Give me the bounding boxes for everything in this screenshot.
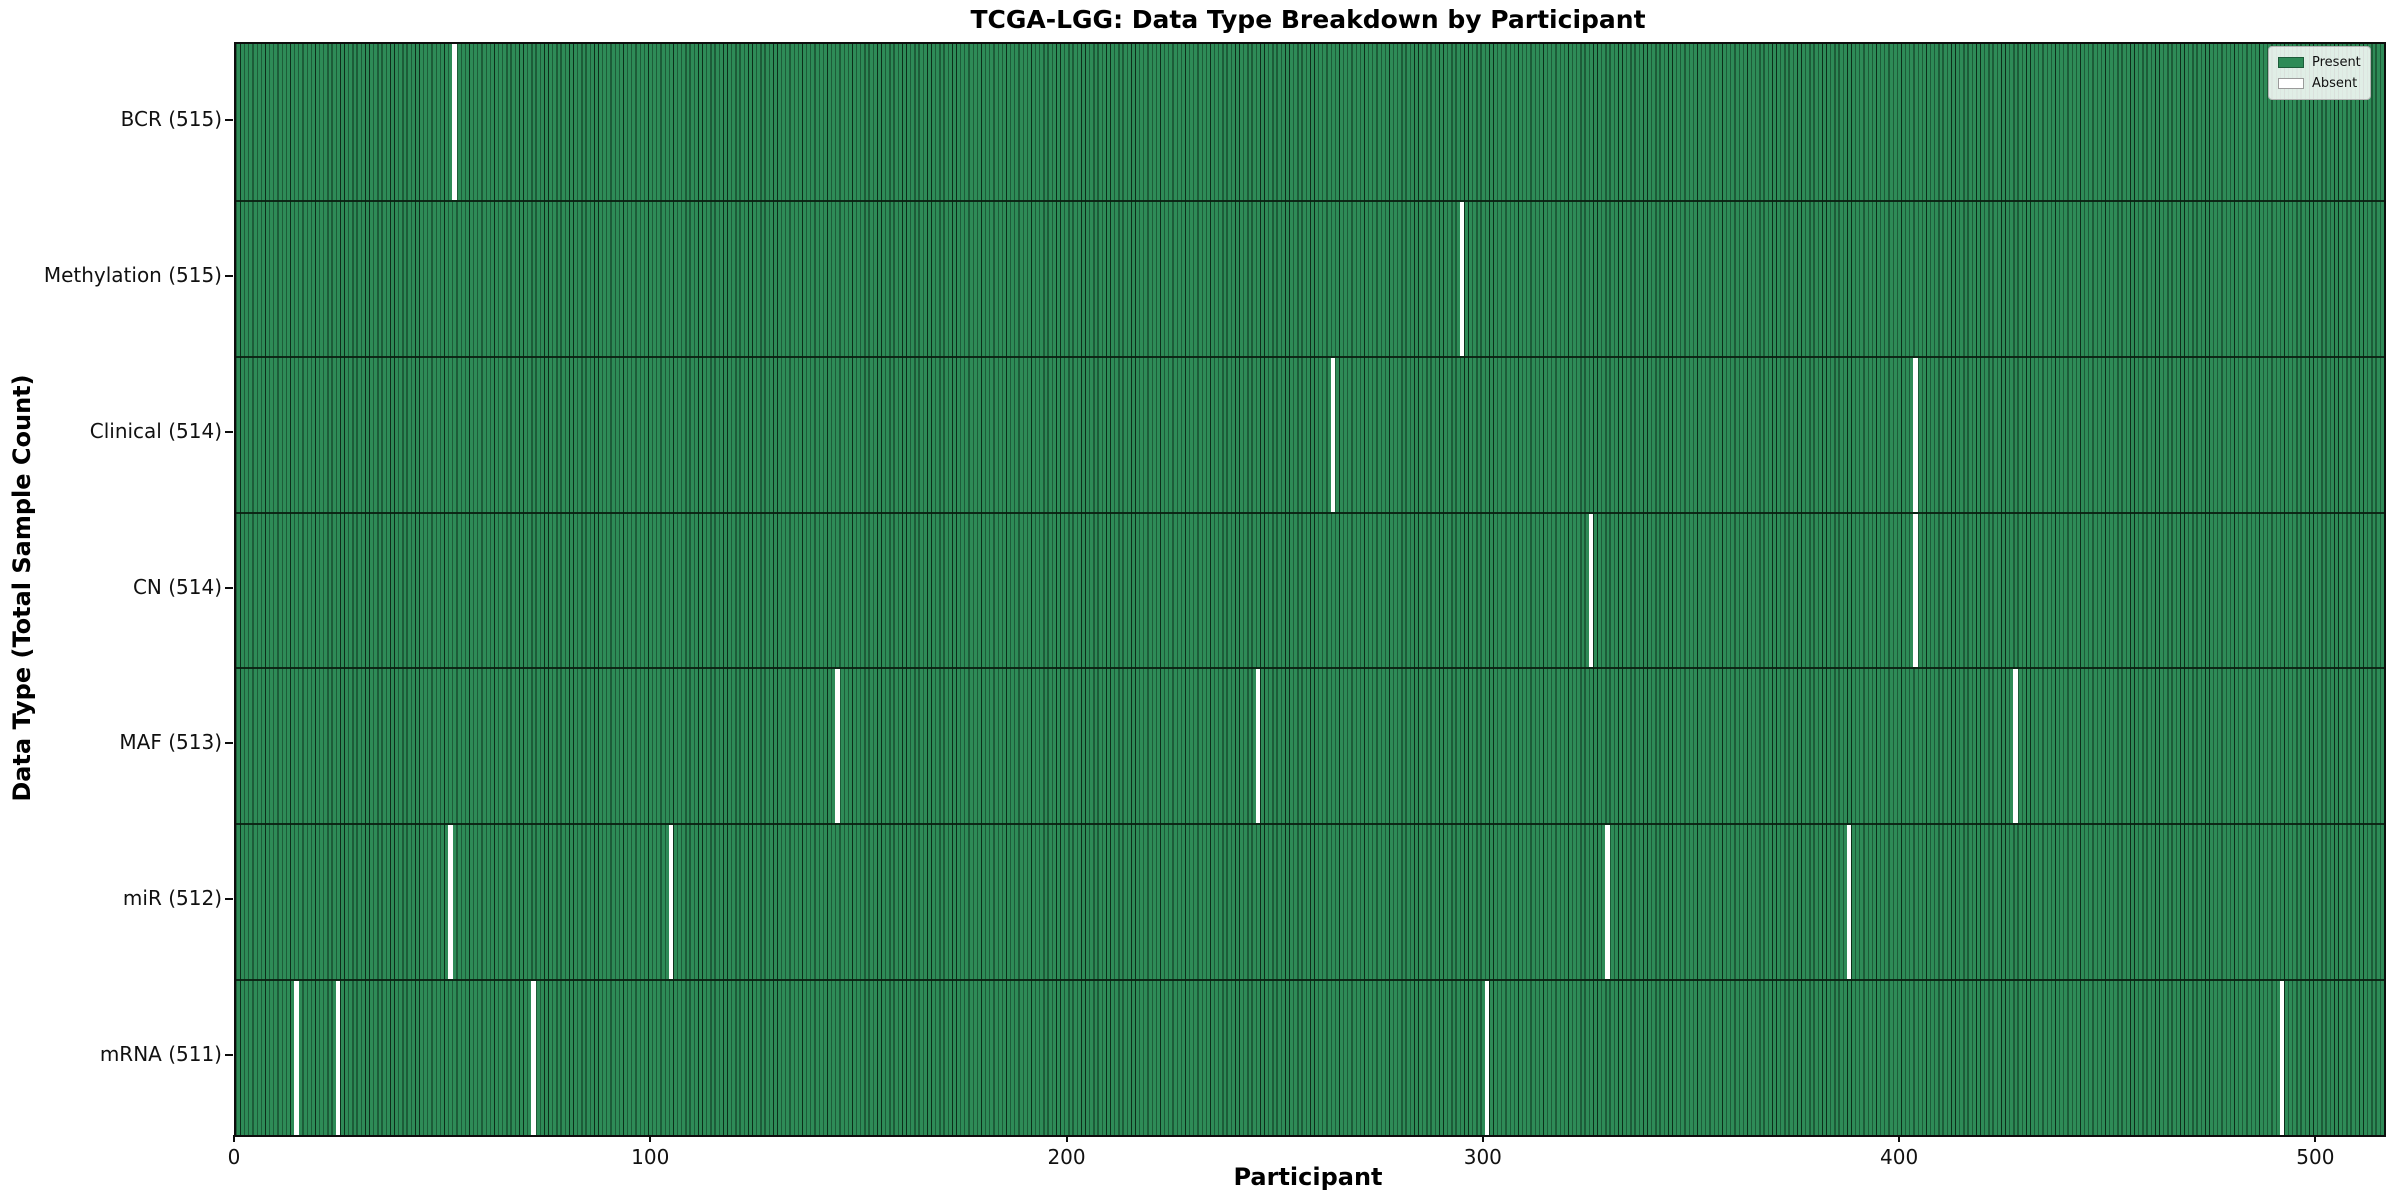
- absent-gap-miR-329: [1605, 825, 1610, 980]
- x-tick-mark: [1481, 1135, 1484, 1142]
- absent-gap-mRNA-491: [2279, 981, 2285, 1135]
- y-tick-mark: [225, 742, 233, 745]
- row-CN: [236, 511, 2384, 668]
- absent-gap-Clinical-263: [1330, 357, 1336, 512]
- x-tick-label-100: 100: [631, 1145, 670, 1169]
- plot-area: [234, 42, 2386, 1137]
- y-tick-mark: [225, 586, 233, 589]
- row-MAF: [236, 667, 2384, 824]
- absent-gap-miR-387: [1846, 825, 1852, 980]
- absent-gap-CN-325: [1588, 513, 1594, 668]
- absent-gap-MAF-144: [835, 669, 840, 824]
- x-tick-label-200: 200: [1047, 1145, 1086, 1169]
- row-BCR: [236, 44, 2384, 200]
- y-tick-mark: [225, 118, 233, 121]
- absent-gap-MAF-427: [2013, 669, 2018, 824]
- y-tick-mark: [225, 1054, 233, 1057]
- absent-gap-mRNA-71: [531, 981, 536, 1135]
- absent-gap-Clinical-403: [1913, 357, 1918, 512]
- x-tick-label-0: 0: [227, 1145, 241, 1169]
- chart-title: TCGA-LGG: Data Type Breakdown by Partici…: [970, 5, 1646, 34]
- y-tick-label-miR: miR (512): [122, 886, 222, 911]
- y-tick-mark: [225, 430, 233, 433]
- absent-gap-MAF-245: [1255, 669, 1261, 824]
- y-tick-mark: [225, 898, 233, 901]
- y-tick-label-CN: CN (514): [132, 574, 222, 599]
- x-tick-label-500: 500: [2296, 1145, 2335, 1169]
- row-mRNA: [236, 979, 2384, 1135]
- x-axis-title: Participant: [1233, 1163, 1383, 1191]
- x-tick-mark: [2314, 1135, 2317, 1142]
- row-Clinical: [236, 355, 2384, 512]
- legend-swatch-present: [2278, 57, 2304, 68]
- legend-label: Present: [2312, 55, 2361, 70]
- y-tick-label-Clinical: Clinical (514): [89, 418, 222, 443]
- y-tick-label-mRNA: mRNA (511): [99, 1042, 222, 1067]
- row-Methylation: [236, 199, 2384, 356]
- x-tick-mark: [233, 1135, 235, 1142]
- y-tick-mark: [225, 274, 233, 277]
- legend-item-present: Present: [2278, 52, 2361, 73]
- absent-gap-mRNA-14: [294, 981, 299, 1135]
- y-tick-label-Methylation: Methylation (515): [43, 262, 222, 287]
- absent-gap-miR-104: [668, 825, 674, 980]
- x-tick-mark: [649, 1135, 652, 1142]
- x-tick-mark: [1898, 1135, 1901, 1142]
- x-tick-mark: [1065, 1135, 1068, 1142]
- y-tick-label-MAF: MAF (513): [119, 730, 222, 755]
- y-tick-label-BCR: BCR (515): [120, 106, 222, 131]
- absent-gap-CN-403: [1913, 513, 1918, 668]
- legend: Present Absent: [2268, 46, 2371, 100]
- legend-label: Absent: [2312, 76, 2358, 91]
- absent-gap-mRNA-24: [335, 981, 341, 1135]
- legend-swatch-absent: [2278, 78, 2304, 89]
- absent-gap-mRNA-300: [1484, 981, 1490, 1135]
- absent-gap-BCR-52: [452, 44, 457, 200]
- x-tick-label-400: 400: [1880, 1145, 1919, 1169]
- absent-gap-miR-51: [448, 825, 453, 980]
- legend-item-absent: Absent: [2278, 73, 2361, 94]
- x-tick-label-300: 300: [1463, 1145, 1502, 1169]
- row-miR: [236, 823, 2384, 980]
- absent-gap-Methylation-294: [1459, 201, 1465, 356]
